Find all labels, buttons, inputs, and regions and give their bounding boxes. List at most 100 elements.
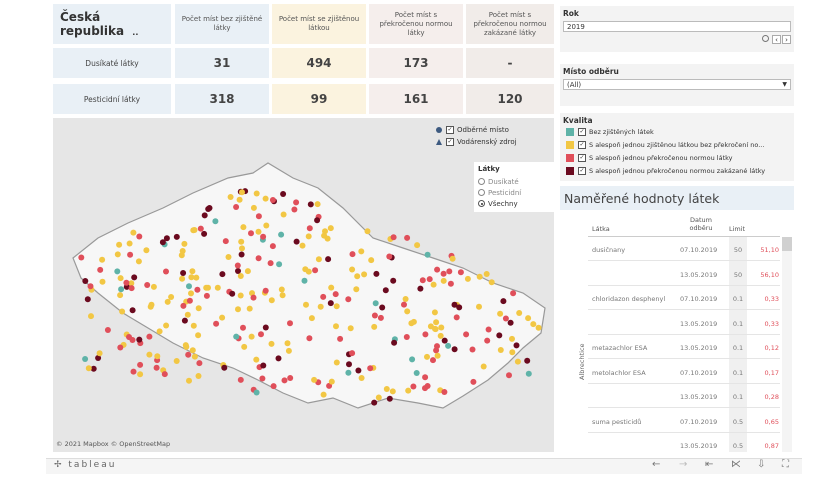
map-point[interactable]	[449, 255, 456, 262]
map-point[interactable]	[262, 195, 269, 202]
map-point[interactable]	[99, 256, 106, 263]
share-icon[interactable]: ⋉	[731, 459, 741, 470]
map-point[interactable]	[258, 331, 264, 338]
map-point[interactable]	[181, 240, 188, 247]
map-point[interactable]	[190, 322, 197, 329]
map-point[interactable]	[315, 256, 322, 263]
map-point[interactable]	[150, 283, 157, 290]
map-point[interactable]	[195, 332, 202, 339]
map-point[interactable]	[445, 342, 452, 349]
map-point[interactable]	[367, 365, 374, 372]
map-point[interactable]	[347, 325, 354, 332]
map-point[interactable]	[525, 370, 532, 377]
map-point[interactable]	[227, 194, 234, 200]
map-point[interactable]	[373, 270, 380, 277]
map-point[interactable]	[117, 344, 124, 351]
map-point[interactable]	[485, 326, 492, 333]
map-point[interactable]	[371, 399, 378, 406]
map-point[interactable]	[497, 310, 504, 317]
map-point[interactable]	[293, 199, 300, 206]
map-point[interactable]	[96, 350, 103, 357]
radio-icon[interactable]	[478, 189, 485, 196]
map-point[interactable]	[480, 363, 487, 370]
map-point[interactable]	[246, 305, 253, 312]
map-point[interactable]	[137, 371, 144, 378]
map-point[interactable]	[345, 369, 352, 376]
map-point[interactable]	[513, 342, 520, 349]
map-point[interactable]	[287, 375, 294, 381]
map-point[interactable]	[382, 287, 389, 294]
map-point[interactable]	[301, 277, 308, 284]
map-point[interactable]	[248, 230, 254, 237]
map-point[interactable]	[476, 273, 483, 280]
map-point[interactable]	[127, 251, 134, 258]
map-point[interactable]	[225, 254, 232, 260]
map-point[interactable]	[128, 280, 135, 287]
map-point[interactable]	[116, 241, 123, 248]
map-point[interactable]	[496, 332, 503, 339]
map-point[interactable]	[131, 274, 138, 281]
legend-odberne-misto[interactable]: ✓ Odběrné místo	[436, 124, 517, 136]
map-point[interactable]	[535, 324, 542, 331]
map-point[interactable]	[303, 301, 309, 308]
map-point[interactable]	[404, 234, 411, 241]
map-point[interactable]	[328, 284, 335, 291]
map-point[interactable]	[269, 243, 276, 250]
map-point[interactable]	[240, 324, 246, 331]
map-point[interactable]	[306, 335, 313, 342]
map-point[interactable]	[434, 352, 441, 359]
map-point[interactable]	[422, 385, 428, 392]
map-point[interactable]	[284, 340, 291, 347]
map-point[interactable]	[401, 301, 407, 308]
map-point[interactable]	[280, 211, 287, 218]
map-point[interactable]	[126, 240, 133, 247]
map-point[interactable]	[253, 190, 260, 197]
map-point[interactable]	[262, 287, 269, 294]
map-point[interactable]	[147, 303, 154, 310]
map-point[interactable]	[302, 266, 309, 273]
map-point[interactable]	[189, 268, 196, 275]
map-point[interactable]	[221, 364, 228, 371]
map-point[interactable]	[333, 359, 340, 366]
map-point[interactable]	[233, 333, 240, 340]
map-point[interactable]	[325, 256, 332, 263]
map-point[interactable]	[279, 292, 286, 299]
map-point[interactable]	[194, 286, 201, 293]
map-point[interactable]	[239, 189, 245, 196]
map-point[interactable]	[432, 326, 439, 333]
kvalita-item[interactable]: ✓ Bez zjištěných látek	[563, 125, 791, 138]
map-point[interactable]	[291, 206, 298, 213]
map-point[interactable]	[524, 357, 531, 364]
kpi-title[interactable]: Česká republika ..	[53, 4, 171, 44]
map-point[interactable]	[476, 303, 482, 310]
map-point[interactable]	[136, 233, 143, 240]
map-point[interactable]	[414, 242, 421, 249]
map-point[interactable]	[281, 377, 288, 384]
map-point[interactable]	[404, 308, 411, 315]
map-point[interactable]	[173, 358, 180, 364]
map-point[interactable]	[419, 277, 426, 284]
map-point[interactable]	[233, 204, 240, 210]
map-point[interactable]	[163, 268, 169, 275]
map-point[interactable]	[287, 320, 293, 327]
fullscreen-icon[interactable]: ⛶	[782, 459, 789, 470]
map-point[interactable]	[237, 273, 244, 279]
map-point[interactable]	[214, 284, 221, 291]
map-point[interactable]	[349, 350, 356, 357]
map-point[interactable]	[180, 270, 187, 276]
map-point[interactable]	[280, 191, 287, 197]
map-point[interactable]	[424, 251, 431, 258]
map-point[interactable]	[104, 327, 111, 333]
map-point[interactable]	[195, 305, 202, 312]
map-point[interactable]	[97, 266, 104, 273]
map-point[interactable]	[333, 323, 339, 330]
map-point[interactable]	[260, 233, 267, 240]
map-point[interactable]	[372, 300, 379, 307]
reset-icon[interactable]	[762, 35, 769, 42]
map-point[interactable]	[90, 365, 97, 372]
kpi-cell[interactable]: 318	[175, 84, 269, 114]
map-point[interactable]	[441, 389, 448, 395]
map-point[interactable]	[229, 290, 236, 297]
map-point[interactable]	[457, 269, 464, 276]
map-point[interactable]	[451, 346, 458, 353]
